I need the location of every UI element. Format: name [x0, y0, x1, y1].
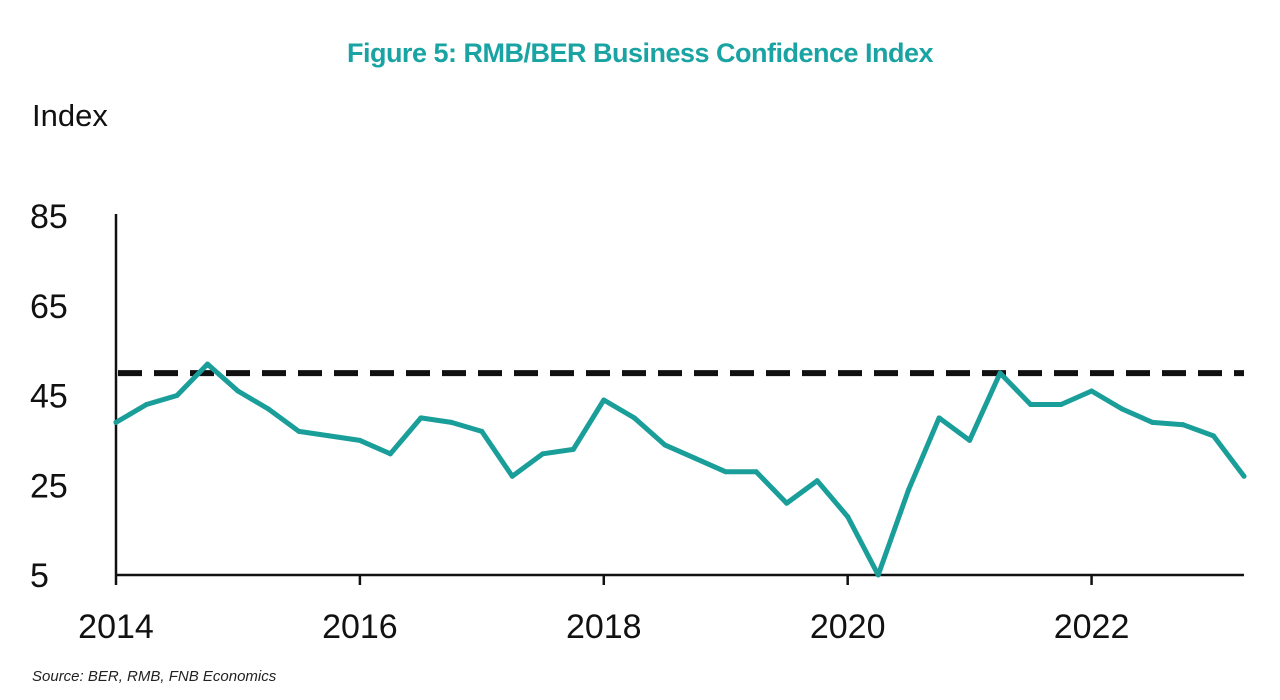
data-point — [967, 437, 973, 443]
y-tick-label: 25 — [30, 467, 68, 505]
data-point — [357, 437, 363, 443]
series-line-business-confidence — [113, 361, 1247, 578]
data-point — [540, 451, 546, 457]
tick-labels: 85 65 45 25 5 2014 2016 2018 2020 2022 — [30, 198, 1129, 646]
x-tick-label: 2016 — [322, 608, 398, 646]
source-note: Source: BER, RMB, FNB Economics — [32, 668, 277, 685]
data-point — [997, 370, 1003, 376]
data-point — [1058, 401, 1064, 407]
data-point — [418, 415, 424, 421]
y-tick-label: 5 — [30, 557, 49, 595]
data-point — [143, 401, 149, 407]
data-point — [1211, 433, 1217, 439]
data-point — [814, 478, 820, 484]
data-point — [784, 500, 790, 506]
data-point — [387, 451, 393, 457]
chart-title: Figure 5: RMB/BER Business Confidence In… — [346, 38, 934, 68]
data-point — [753, 469, 759, 475]
axes — [114, 214, 1244, 585]
data-point — [570, 446, 576, 452]
data-point — [662, 442, 668, 448]
data-point — [204, 361, 210, 367]
data-point — [296, 428, 302, 434]
data-point — [936, 415, 942, 421]
y-tick-label: 65 — [30, 288, 68, 326]
data-point — [692, 455, 698, 461]
x-tick-label: 2020 — [810, 608, 886, 646]
data-point — [479, 428, 485, 434]
data-point — [113, 419, 119, 425]
data-point — [265, 406, 271, 412]
data-point — [174, 393, 180, 398]
data-point — [875, 572, 881, 578]
series-group — [113, 361, 1247, 578]
data-point — [601, 397, 607, 403]
data-point — [326, 433, 332, 439]
y-tick-label: 45 — [30, 378, 68, 416]
data-point — [1241, 473, 1247, 479]
data-point — [1089, 388, 1095, 394]
y-axis-label: Index — [32, 98, 108, 133]
x-tick-label: 2014 — [78, 608, 154, 646]
data-point — [509, 473, 515, 479]
data-point — [631, 415, 637, 421]
data-point — [723, 469, 729, 475]
x-tick-label: 2018 — [566, 608, 642, 646]
data-point — [906, 487, 912, 493]
data-point — [845, 514, 851, 520]
data-point — [448, 419, 454, 425]
data-point — [1119, 406, 1125, 412]
x-tick-label: 2022 — [1054, 608, 1130, 646]
data-point — [1028, 401, 1034, 407]
data-point — [1150, 419, 1156, 425]
data-point — [1180, 422, 1186, 428]
data-point — [235, 388, 241, 394]
y-tick-label: 85 — [30, 198, 68, 236]
